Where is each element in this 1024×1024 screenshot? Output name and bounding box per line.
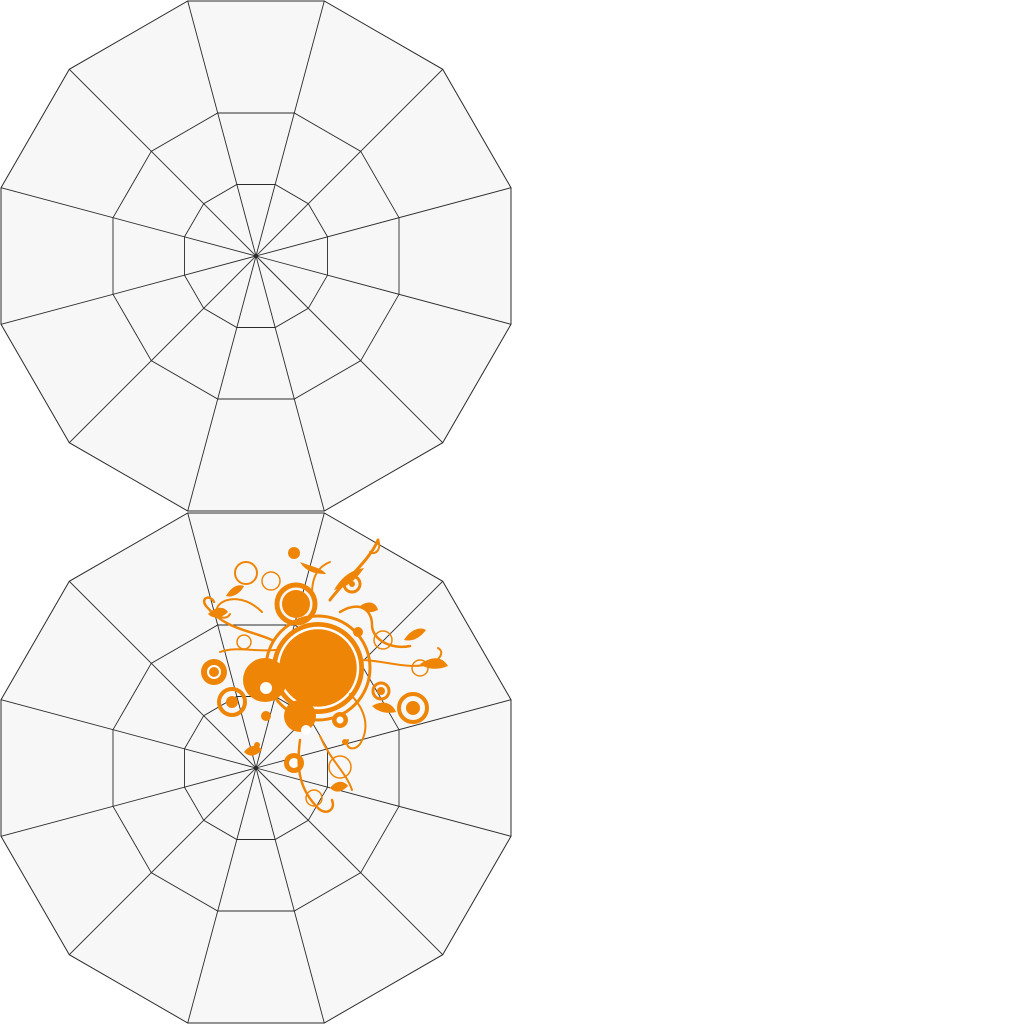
ornament-swirl [346, 693, 367, 750]
ornament-thin-ring [411, 659, 429, 677]
web-spoke [255, 767, 444, 956]
web-spoke [187, 0, 257, 257]
web-spoke [0, 187, 257, 257]
web-inner-ring [184, 184, 328, 328]
ornament-target-ring [204, 662, 224, 682]
ornament-leaf [420, 658, 448, 669]
ornament-blob-hole [260, 682, 272, 694]
ornament-leaf [226, 585, 244, 597]
ornament-blob [284, 700, 316, 732]
ornament-swirl [297, 738, 335, 813]
ornament-ring [397, 692, 429, 724]
web-center [254, 254, 258, 258]
web-spoke [0, 699, 257, 769]
ornament-blob-hole [336, 716, 344, 724]
ornament-swirl [369, 539, 381, 554]
ornament-ring [371, 681, 391, 701]
bottom-web [0, 512, 512, 1024]
ornament-leaf [334, 568, 364, 590]
ornament-blob [243, 658, 287, 702]
ornament-core [272, 622, 364, 714]
ornament-dot [226, 696, 238, 708]
web-spoke [255, 255, 444, 444]
web-middle-ring [112, 112, 400, 400]
ornament-thin-ring [305, 789, 323, 807]
ornament-dot [261, 711, 271, 721]
ornament-swirl [219, 648, 277, 653]
web-spoke [68, 580, 257, 769]
ornament-blob [282, 590, 310, 618]
ornament-thin-ring [328, 755, 352, 779]
ornament-dot [377, 687, 385, 695]
ornament-leaf [208, 607, 228, 618]
web-spoke [255, 255, 325, 512]
ornament-leaf [360, 602, 378, 613]
ornament-dot [406, 701, 420, 715]
ornament-leaf [330, 781, 348, 792]
top-web [0, 0, 512, 512]
ornament-swirl [338, 605, 412, 649]
ornament-ring [217, 687, 247, 717]
web-spoke [0, 767, 257, 837]
ornament-leaf [244, 745, 262, 756]
web-spoke [255, 767, 512, 837]
ornament-thin-ring [373, 630, 393, 650]
web-spoke [255, 187, 512, 257]
ornament-blob-hole [301, 725, 311, 735]
web-spoke [187, 255, 257, 512]
orange-swirl-ornament [201, 538, 448, 813]
web-spoke [68, 68, 257, 257]
web-spoke [187, 767, 257, 1024]
web-spoke [68, 255, 257, 444]
web-spoke [255, 0, 325, 257]
ornament-thin-ring [234, 561, 258, 585]
ornament-dot [288, 547, 300, 559]
web-spoke [255, 767, 325, 1024]
web-center [254, 766, 258, 770]
ornament-leaf [404, 628, 426, 641]
webs-layer [0, 0, 512, 1024]
web-spoke [68, 767, 257, 956]
web-spoke [0, 255, 257, 325]
ornament-swirl [319, 735, 353, 791]
ornament-target-hole [207, 665, 221, 679]
ornament-leaf [372, 702, 396, 713]
ornament-thin-ring [261, 571, 281, 591]
ornament-ring [274, 582, 318, 626]
ornament-dot [353, 627, 363, 637]
web-spoke [187, 512, 257, 769]
ornament-swirl [202, 596, 274, 642]
web-spoke [255, 68, 444, 257]
ornament-swirl [215, 598, 263, 619]
web-spoke [255, 255, 512, 325]
ornament-blob-hole [289, 758, 299, 768]
ornament-leaf [300, 562, 326, 574]
